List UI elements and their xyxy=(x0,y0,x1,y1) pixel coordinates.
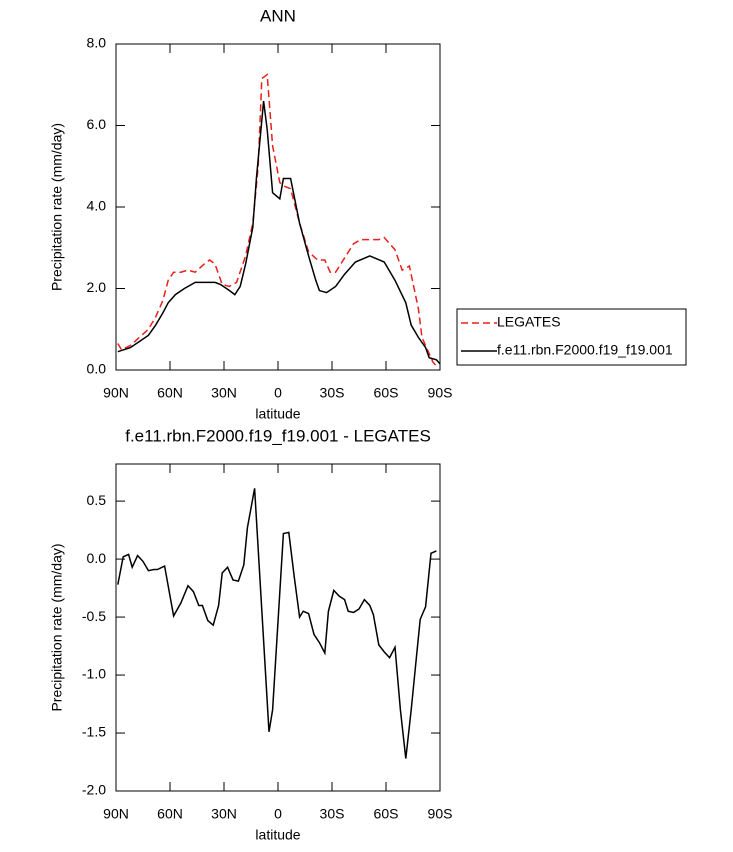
y-tick-label: 0.0 xyxy=(87,361,107,377)
x-tick-label: 60N xyxy=(157,806,183,822)
y-tick-label: 0.5 xyxy=(87,492,107,508)
x-tick-label: 30S xyxy=(320,385,345,401)
x-tick-label: 30N xyxy=(211,385,237,401)
x-tick-label: 30S xyxy=(320,806,345,822)
plot-frame xyxy=(115,43,441,371)
y-tick-label: -1.0 xyxy=(82,666,106,682)
legend-box xyxy=(456,308,687,366)
y-tick-label: 6.0 xyxy=(87,116,107,132)
data-line xyxy=(117,488,437,759)
y-tick-label: -0.5 xyxy=(82,608,106,624)
x-tick-label: 90N xyxy=(103,385,129,401)
legend-label: f.e11.rbn.F2000.f19_f19.001 xyxy=(497,342,673,358)
y-tick-label: -1.5 xyxy=(82,724,106,740)
y-axis-label: Precipitation rate (mm/day) xyxy=(49,123,65,291)
x-tick-label: 60N xyxy=(157,385,183,401)
x-tick-label: 90S xyxy=(428,385,453,401)
x-tick-label: 90N xyxy=(103,806,129,822)
y-tick-label: 2.0 xyxy=(87,279,107,295)
x-axis-label: latitude xyxy=(255,827,300,843)
x-tick-label: 30N xyxy=(211,806,237,822)
x-tick-label: 60S xyxy=(374,385,399,401)
y-tick-label: -2.0 xyxy=(82,782,106,798)
legend-label: LEGATES xyxy=(497,314,561,330)
plot-frame xyxy=(115,463,441,792)
x-axis-label: latitude xyxy=(255,406,300,422)
data-line xyxy=(117,73,437,367)
y-tick-label: 0.0 xyxy=(87,550,107,566)
x-tick-label: 90S xyxy=(428,806,453,822)
y-tick-label: 4.0 xyxy=(87,198,107,214)
x-tick-label: 0 xyxy=(274,806,282,822)
y-axis-label: Precipitation rate (mm/day) xyxy=(49,543,65,711)
y-tick-label: 8.0 xyxy=(87,35,107,51)
x-tick-label: 60S xyxy=(374,806,399,822)
x-tick-label: 0 xyxy=(274,385,282,401)
chart-title: f.e11.rbn.F2000.f19_f19.001 - LEGATES xyxy=(125,426,431,445)
data-line xyxy=(117,100,441,365)
chart-title: ANN xyxy=(260,6,296,25)
